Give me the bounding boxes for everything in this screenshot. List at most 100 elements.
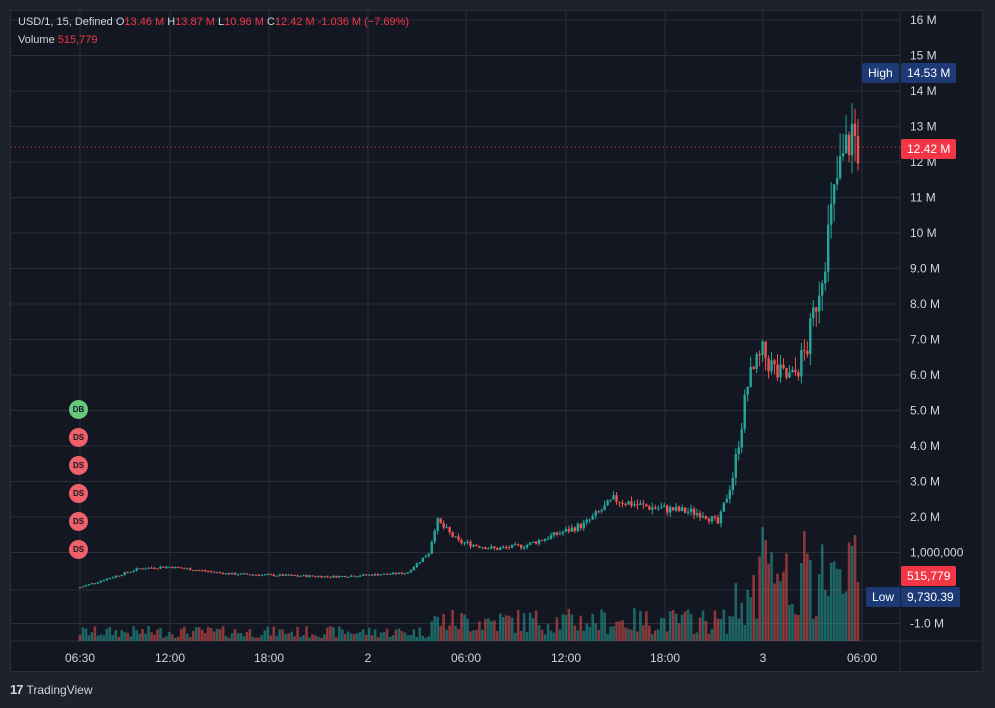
candle-body <box>96 582 100 584</box>
volume-price-label: 515,779 <box>901 566 957 586</box>
candle-body <box>612 495 615 500</box>
volume-bar <box>692 633 696 641</box>
candle-body <box>579 523 582 529</box>
candle-body <box>770 360 773 372</box>
candle-body <box>430 541 433 554</box>
candle-body <box>704 516 708 519</box>
candle-body <box>600 510 603 512</box>
volume-bar <box>335 637 338 641</box>
volume-bar <box>722 609 726 641</box>
low-price-label: 9,730.39 <box>901 587 960 607</box>
candle-body <box>335 575 338 578</box>
volume-bar <box>341 629 344 641</box>
volume-bar <box>618 621 621 641</box>
candle-body <box>344 575 347 578</box>
volume-bar <box>197 627 201 641</box>
candle-body <box>326 576 329 578</box>
candle-body <box>734 454 737 479</box>
candle-body <box>317 576 320 578</box>
volume-bar <box>299 636 302 641</box>
volume-bar <box>153 634 156 641</box>
volume-bar <box>621 620 624 641</box>
volume-bar <box>168 632 171 641</box>
volume-bar <box>332 627 335 641</box>
volume-bar <box>382 632 386 641</box>
volume-bar <box>636 631 639 641</box>
volume-bar <box>558 629 562 641</box>
candle-body <box>722 502 726 512</box>
candle-body <box>630 501 633 506</box>
candle-body <box>248 574 252 576</box>
candle-body <box>451 532 454 537</box>
candle-body <box>752 366 755 369</box>
candle-body <box>570 527 574 532</box>
volume-bar <box>659 617 663 641</box>
candle-body <box>141 568 144 570</box>
volume-bar <box>81 627 85 641</box>
volume-bar <box>215 628 219 641</box>
candle-body <box>698 513 702 518</box>
volume-bar <box>436 616 440 641</box>
volume-bar <box>194 627 198 641</box>
volume-bar <box>683 611 687 641</box>
candle-body <box>516 544 520 546</box>
candle-body <box>242 573 246 575</box>
candle-body <box>171 566 174 569</box>
marker-ds[interactable]: DS <box>69 484 88 503</box>
candle-body <box>189 568 192 571</box>
candle-body <box>484 547 487 550</box>
candle-body <box>642 503 645 505</box>
time-axis-label: 18:00 <box>650 651 680 665</box>
marker-db[interactable]: DB <box>69 400 88 419</box>
volume-bar <box>177 636 180 641</box>
candle-body <box>546 538 550 540</box>
close-value: 12.42 M <box>274 16 315 28</box>
marker-ds[interactable]: DS <box>69 428 88 447</box>
candle-body <box>356 576 359 578</box>
candle-body <box>764 341 767 359</box>
candle-body <box>114 575 117 578</box>
volume-bar <box>734 583 738 641</box>
candle-body <box>731 478 735 491</box>
volume-bar <box>674 613 678 641</box>
marker-ds[interactable]: DS <box>69 456 88 475</box>
candle-body <box>725 498 729 503</box>
candle-body <box>534 541 538 544</box>
volume-bar <box>564 615 568 641</box>
volume-bar <box>212 631 216 641</box>
marker-ds[interactable]: DS <box>69 512 88 531</box>
volume-bar <box>710 628 714 641</box>
candle-body <box>651 507 654 510</box>
candle-body <box>385 573 389 575</box>
volume-bar <box>135 630 138 641</box>
candle-body <box>138 568 141 570</box>
tradingview-logo-icon: 17 <box>10 682 24 697</box>
candle-body <box>284 574 287 576</box>
candle-body <box>829 203 833 225</box>
candle-body <box>129 571 132 573</box>
candle-body <box>93 583 97 585</box>
candle-body <box>809 318 812 355</box>
candle-body <box>758 354 761 356</box>
volume-bar <box>585 623 589 641</box>
marker-ds[interactable]: DS <box>69 540 88 559</box>
volume-bar <box>433 616 437 641</box>
candle-body <box>117 575 120 577</box>
volume-bar <box>627 628 630 641</box>
candle-body <box>299 575 302 577</box>
volume-bar <box>803 531 806 641</box>
candle-body <box>448 527 451 533</box>
volume-bar <box>400 630 404 641</box>
chart-frame[interactable] <box>10 10 983 672</box>
volume-bar <box>504 615 508 641</box>
candle-body <box>397 572 401 575</box>
open-value: 13.46 M <box>124 16 165 28</box>
candle-body <box>767 358 770 372</box>
candle-body <box>168 566 171 568</box>
candle-body <box>221 572 225 575</box>
volume-bar <box>200 629 204 641</box>
candle-body <box>454 536 457 538</box>
price-axis-label: 2.0 M <box>910 510 940 524</box>
candle-body <box>370 574 374 576</box>
